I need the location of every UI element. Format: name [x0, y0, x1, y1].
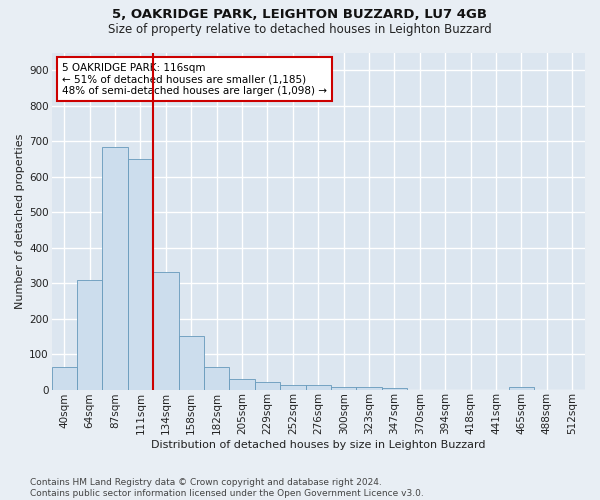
Bar	[204, 367, 229, 390]
Bar	[77, 280, 103, 390]
Bar	[153, 272, 179, 390]
Bar	[128, 159, 153, 390]
Bar	[382, 388, 407, 390]
Bar	[356, 386, 382, 390]
Bar	[103, 146, 128, 390]
Text: Size of property relative to detached houses in Leighton Buzzard: Size of property relative to detached ho…	[108, 22, 492, 36]
Bar	[179, 336, 204, 390]
Text: Contains HM Land Registry data © Crown copyright and database right 2024.
Contai: Contains HM Land Registry data © Crown c…	[30, 478, 424, 498]
Bar	[305, 386, 331, 390]
Bar	[52, 367, 77, 390]
Bar	[509, 386, 534, 390]
Bar	[255, 382, 280, 390]
Bar	[229, 379, 255, 390]
Bar	[331, 386, 356, 390]
Text: 5 OAKRIDGE PARK: 116sqm
← 51% of detached houses are smaller (1,185)
48% of semi: 5 OAKRIDGE PARK: 116sqm ← 51% of detache…	[62, 62, 327, 96]
Bar	[280, 386, 305, 390]
X-axis label: Distribution of detached houses by size in Leighton Buzzard: Distribution of detached houses by size …	[151, 440, 485, 450]
Text: 5, OAKRIDGE PARK, LEIGHTON BUZZARD, LU7 4GB: 5, OAKRIDGE PARK, LEIGHTON BUZZARD, LU7 …	[113, 8, 487, 20]
Y-axis label: Number of detached properties: Number of detached properties	[15, 134, 25, 308]
